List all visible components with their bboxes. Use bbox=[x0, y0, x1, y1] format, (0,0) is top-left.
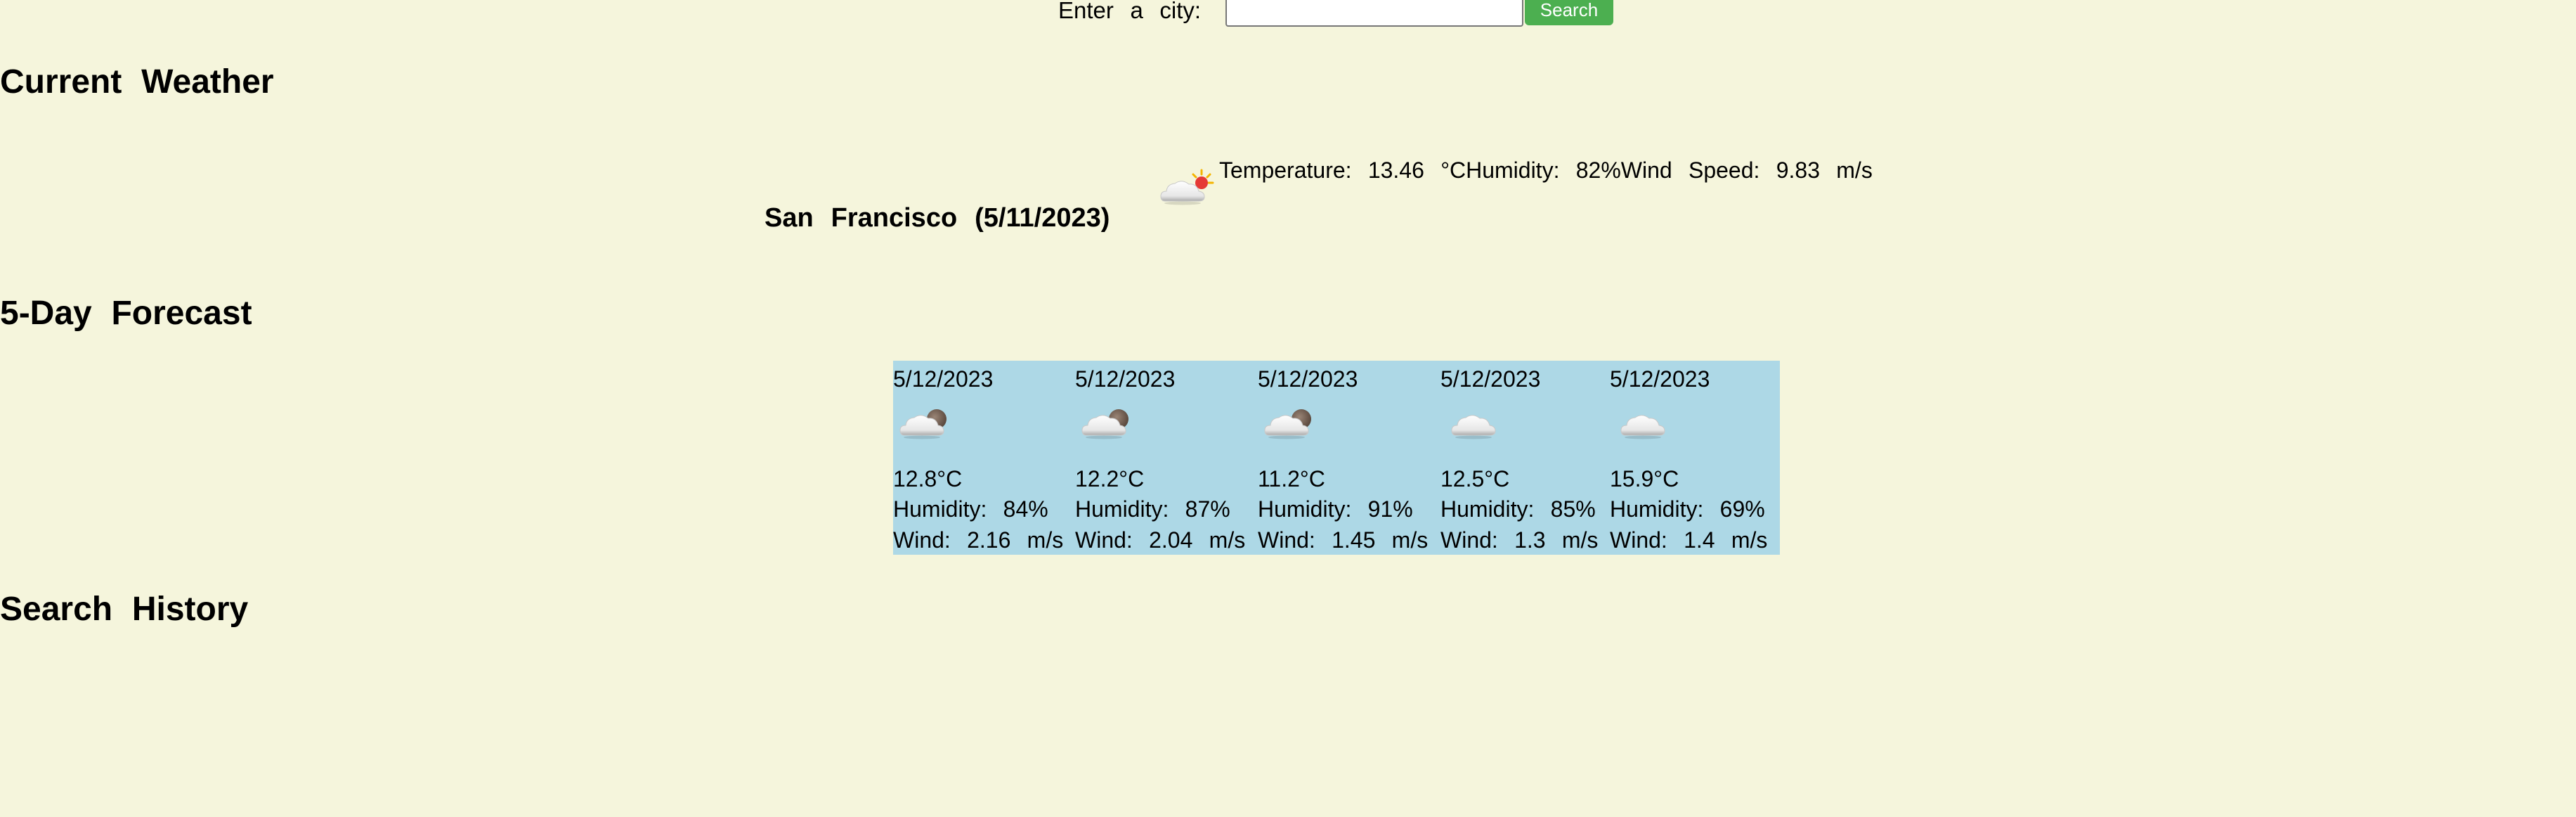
forecast-temperature: 12.8°C bbox=[893, 466, 963, 491]
forecast-temperature: 12.2°C bbox=[1075, 466, 1145, 491]
forecast-wind: Wind: 2.16 m/s bbox=[893, 527, 1064, 553]
current-weather-details: Temperature: 13.46 °CHumidity: 82%Wind S… bbox=[1219, 157, 1873, 183]
partly-cloudy-night-icon bbox=[1264, 409, 1311, 439]
forecast-date: 5/12/2023 bbox=[1258, 366, 1358, 392]
search-history-heading: Search History bbox=[0, 591, 249, 628]
forecast-humidity: Humidity: 91% bbox=[1258, 496, 1413, 522]
forecast-temperature: 11.2°C bbox=[1258, 466, 1325, 491]
current-city-date: San Francisco (5/11/2023) bbox=[765, 203, 1110, 233]
forecast-wind: Wind: 1.3 m/s bbox=[1440, 527, 1599, 553]
search-button[interactable]: Search bbox=[1525, 0, 1613, 25]
partly-cloudy-night-icon bbox=[1081, 409, 1128, 439]
forecast-wind: Wind: 1.45 m/s bbox=[1258, 527, 1429, 553]
forecast-humidity: Humidity: 87% bbox=[1075, 496, 1230, 522]
forecast-wind: Wind: 2.04 m/s bbox=[1075, 527, 1246, 553]
forecast-humidity: Humidity: 69% bbox=[1610, 496, 1765, 522]
current-weather-heading: Current Weather bbox=[0, 63, 274, 101]
partly-cloudy-sun-icon bbox=[1160, 169, 1214, 205]
forecast-temperature: 12.5°C bbox=[1440, 466, 1510, 491]
forecast-wind: Wind: 1.4 m/s bbox=[1610, 527, 1768, 553]
city-search-input[interactable] bbox=[1225, 0, 1523, 27]
forecast-panel: 5/12/2023 12.8°C Humidity: 84% Wind: 2.1… bbox=[893, 361, 1780, 555]
cloud-icon bbox=[1620, 415, 1665, 439]
forecast-date: 5/12/2023 bbox=[1440, 366, 1541, 392]
forecast-humidity: Humidity: 84% bbox=[893, 496, 1048, 522]
city-search-label: Enter a city: bbox=[1058, 0, 1202, 23]
cloud-icon bbox=[1451, 415, 1496, 439]
partly-cloudy-night-icon bbox=[899, 409, 947, 439]
forecast-date: 5/12/2023 bbox=[1610, 366, 1710, 392]
forecast-date: 5/12/2023 bbox=[893, 366, 994, 392]
forecast-date: 5/12/2023 bbox=[1075, 366, 1176, 392]
forecast-humidity: Humidity: 85% bbox=[1440, 496, 1596, 522]
forecast-temperature: 15.9°C bbox=[1610, 466, 1679, 491]
forecast-heading: 5-Day Forecast bbox=[0, 295, 252, 332]
